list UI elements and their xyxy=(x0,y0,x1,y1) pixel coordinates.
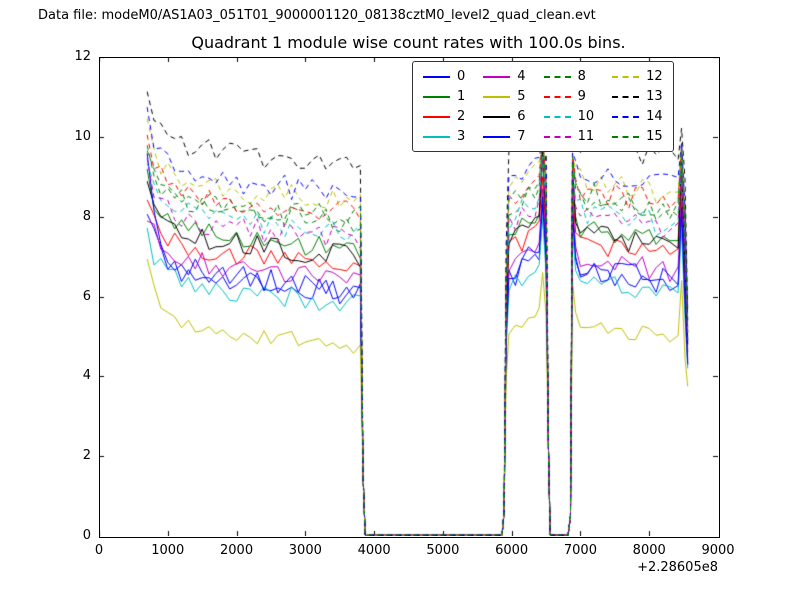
x-tick-label: 2000 xyxy=(220,543,254,558)
legend-label: 13 xyxy=(646,89,663,104)
legend-entry-6: 6 xyxy=(483,108,526,125)
legend-label: 11 xyxy=(577,129,595,144)
legend-line-sample xyxy=(612,75,640,78)
legend-label: 8 xyxy=(577,69,586,84)
y-tick-label: 0 xyxy=(82,528,91,543)
legend-line-sample xyxy=(423,135,450,138)
legend-line-sample xyxy=(483,95,511,98)
legend-entry-14: 14 xyxy=(612,108,663,125)
legend-label: 5 xyxy=(517,89,526,104)
x-tick-label: 4000 xyxy=(357,543,391,558)
y-tick-label: 10 xyxy=(74,128,91,144)
legend-entry-1: 1 xyxy=(423,88,465,105)
x-tick-label: 3000 xyxy=(288,543,322,558)
legend-label: 0 xyxy=(457,69,466,84)
legend-label: 1 xyxy=(457,89,466,104)
x-tick-label: 7000 xyxy=(563,543,597,558)
y-tick-label: 8 xyxy=(82,208,91,224)
legend-entry-8: 8 xyxy=(543,68,595,85)
x-axis-offset-label: +2.28605e8 xyxy=(637,560,718,575)
x-tick-label: 0 xyxy=(94,543,104,558)
legend-label: 10 xyxy=(577,109,595,124)
legend-label: 4 xyxy=(517,69,526,84)
legend-entry-4: 4 xyxy=(483,68,526,85)
y-tick-label: 6 xyxy=(82,288,91,304)
legend-entry-2: 2 xyxy=(423,108,465,125)
x-tick-label: 6000 xyxy=(495,543,529,558)
legend-entry-3: 3 xyxy=(423,128,465,145)
datafile-label: Data file: modeM0/AS1A03_051T01_90000011… xyxy=(38,8,596,23)
legend-line-sample xyxy=(612,115,640,118)
legend-entry-0: 0 xyxy=(423,68,465,85)
x-tick-label: 5000 xyxy=(426,543,460,558)
legend-entry-7: 7 xyxy=(483,128,526,145)
x-tick-label: 1000 xyxy=(151,543,185,558)
legend-entry-9: 9 xyxy=(543,88,595,105)
y-tick-label: 4 xyxy=(82,368,91,384)
legend-label: 7 xyxy=(517,129,526,144)
y-tick-label: 2 xyxy=(82,448,91,464)
legend-label: 9 xyxy=(577,89,586,104)
legend-line-sample xyxy=(423,115,450,118)
legend-label: 3 xyxy=(457,129,466,144)
legend-line-sample xyxy=(483,75,511,78)
legend: 0 1 2 3 4 5 6 7 8 9 10 11 12 13 14 15 xyxy=(412,61,674,152)
legend-line-sample xyxy=(543,135,571,138)
legend-entry-10: 10 xyxy=(543,108,595,125)
legend-entry-11: 11 xyxy=(543,128,595,145)
legend-entry-15: 15 xyxy=(612,128,663,145)
legend-entry-12: 12 xyxy=(612,68,663,85)
legend-line-sample xyxy=(483,135,511,138)
legend-label: 6 xyxy=(517,109,526,124)
y-tick-label: 12 xyxy=(74,49,91,64)
legend-line-sample xyxy=(612,135,640,138)
x-tick-label: 8000 xyxy=(632,543,666,558)
legend-line-sample xyxy=(423,95,450,98)
legend-entry-13: 13 xyxy=(612,88,663,105)
legend-label: 2 xyxy=(457,109,466,124)
legend-line-sample xyxy=(543,115,571,118)
legend-line-sample xyxy=(423,75,450,78)
legend-line-sample xyxy=(483,115,511,118)
chart-title: Quadrant 1 module wise count rates with … xyxy=(191,33,626,52)
legend-label: 14 xyxy=(646,109,663,124)
legend-entry-5: 5 xyxy=(483,88,526,105)
legend-label: 15 xyxy=(646,129,663,144)
legend-line-sample xyxy=(543,95,571,98)
legend-line-sample xyxy=(543,75,571,78)
legend-label: 12 xyxy=(646,69,663,84)
legend-line-sample xyxy=(612,95,640,98)
x-tick-label: 9000 xyxy=(701,543,735,558)
